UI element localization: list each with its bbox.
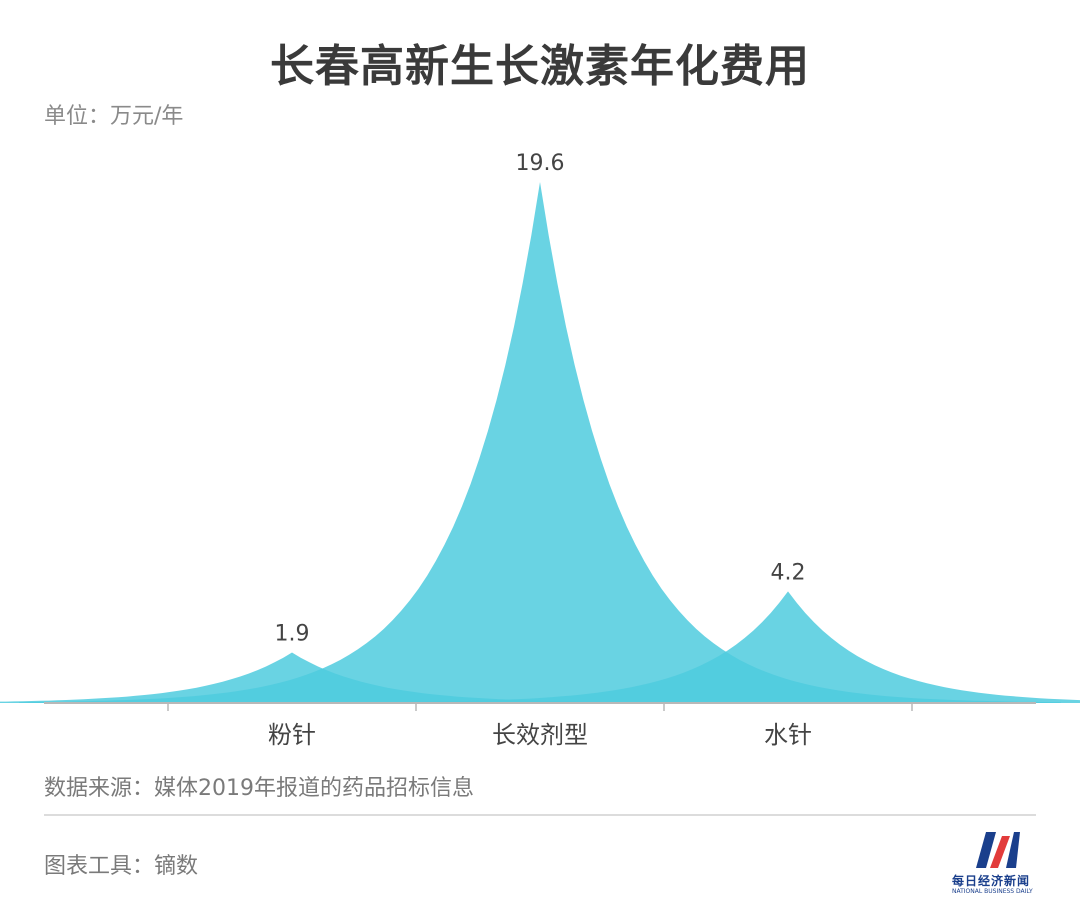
peak-chart: 1.9 19.6 4.2 粉针 长效剂型 水针 [0,151,1080,749]
logo-blue-stroke [976,832,996,868]
category-label-1: 粉针 [268,721,316,749]
publisher-logo-mark [976,832,1020,868]
peak-3 [267,591,1080,703]
category-label-3: 水针 [764,721,812,749]
publisher-logo: 每日经济新闻 NATIONAL BUSINESS DAILY [948,832,1048,902]
data-label-1: 1.9 [275,621,310,646]
category-label-2: 长效剂型 [492,721,588,749]
data-label-3: 4.2 [771,560,806,585]
logo-red-stroke [990,836,1010,868]
x-axis-ticks [167,703,913,711]
peak-2 [19,182,1061,703]
chart-tool-note: 图表工具：镝数 [44,854,199,879]
data-source-note: 数据来源：媒体2019年报道的药品招标信息 [44,776,474,801]
logo-blue-stroke-2 [1006,832,1020,868]
data-labels-layer: 1.9 19.6 4.2 [275,151,806,646]
chart-title: 长春高新生长激素年化费用 [270,41,810,92]
logo-text-en: NATIONAL BUSINESS DAILY [952,888,1033,895]
peaks-layer [0,182,1080,703]
category-labels-layer: 粉针 长效剂型 水针 [268,721,812,749]
logo-text-cn: 每日经济新闻 [952,874,1031,888]
data-label-2: 19.6 [516,151,565,176]
peak-1 [0,652,813,703]
unit-label: 单位：万元/年 [44,104,184,129]
footer-divider [44,814,1036,816]
